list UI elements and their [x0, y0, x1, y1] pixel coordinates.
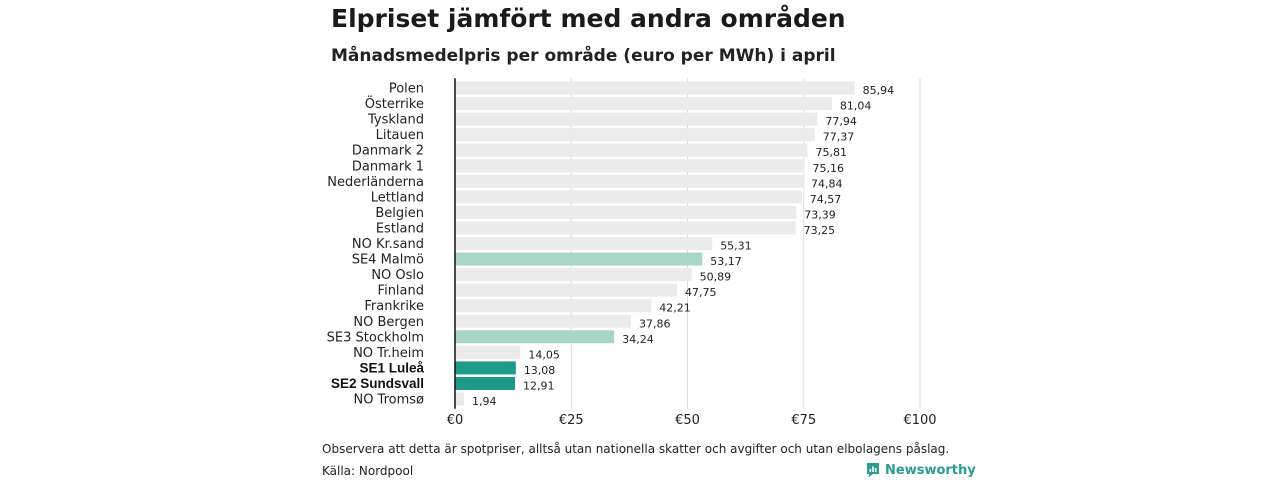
x-tick-label: €50 — [675, 413, 700, 428]
category-label: NO Tromsø — [353, 393, 424, 408]
footnote: Observera att detta är spotpriser, allts… — [322, 442, 950, 456]
bar — [455, 314, 632, 328]
value-label: 42,21 — [659, 302, 691, 315]
value-label: 37,86 — [639, 317, 671, 330]
chart-subtitle: Månadsmedelpris per område (euro per MWh… — [331, 46, 836, 66]
bar — [455, 252, 703, 266]
bar — [455, 174, 804, 188]
value-label: 73,39 — [804, 208, 836, 221]
bar — [455, 97, 832, 111]
bars — [455, 81, 855, 406]
category-label: SE2 Sundsvall — [331, 376, 424, 391]
category-label: Danmark 2 — [352, 144, 424, 159]
value-label: 34,24 — [622, 333, 654, 346]
category-label: Österrike — [365, 95, 424, 112]
bar — [455, 143, 808, 157]
value-label: 81,04 — [840, 100, 872, 113]
value-label: 77,37 — [823, 131, 855, 144]
value-labels: 85,94 81,04 77,94 77,37 75,81 75,16 74,84 74,57… — [472, 84, 894, 408]
category-label: NO Kr.sand — [352, 237, 424, 252]
value-label: 75,16 — [812, 162, 844, 175]
category-label: Estland — [376, 221, 424, 236]
logo-text: Newsworthy — [885, 462, 976, 478]
x-tick-label: €100 — [903, 413, 936, 428]
bar — [455, 361, 516, 375]
category-label: Polen — [389, 82, 424, 97]
bar — [455, 268, 692, 282]
bar — [455, 205, 797, 219]
newsworthy-logo: Newsworthy — [866, 461, 976, 479]
category-label: NO Oslo — [371, 268, 424, 283]
bar — [455, 299, 652, 313]
value-label: 50,89 — [700, 271, 732, 284]
value-label: 12,91 — [523, 379, 555, 392]
bar — [455, 330, 615, 344]
category-label: SE1 Luleå — [359, 360, 424, 375]
value-label: 85,94 — [863, 84, 895, 97]
chart-title: Elpriset jämfört med andra områden — [331, 4, 846, 33]
bar — [455, 237, 713, 250]
bar — [455, 345, 521, 359]
bar — [455, 221, 796, 235]
bar — [455, 392, 465, 406]
value-label: 75,81 — [816, 146, 848, 159]
bar — [455, 190, 802, 204]
category-label: Danmark 1 — [352, 159, 424, 174]
category-label: Lettland — [371, 190, 424, 205]
newsworthy-logo-icon — [867, 463, 879, 477]
category-label: Frankrike — [364, 299, 424, 314]
category-label: Belgien — [375, 206, 424, 221]
value-label: 55,31 — [720, 240, 752, 253]
value-label: 1,94 — [472, 395, 497, 408]
value-label: 73,25 — [804, 224, 836, 237]
bar — [455, 81, 855, 95]
value-label: 13,08 — [524, 364, 556, 377]
category-label: NO Bergen — [353, 315, 424, 330]
value-label: 74,84 — [811, 177, 843, 190]
value-label: 77,94 — [825, 115, 857, 128]
x-tick-label: €25 — [559, 413, 584, 428]
source-credit: Källa: Nordpool — [322, 464, 414, 478]
category-label: SE4 Malmö — [352, 253, 424, 268]
category-label: Tyskland — [367, 113, 424, 128]
bar — [455, 112, 818, 126]
category-label: Nederländerna — [327, 175, 424, 190]
bar — [455, 128, 815, 142]
x-tick-label: €0 — [447, 413, 464, 428]
category-label: Finland — [378, 284, 424, 299]
x-tick-label: €75 — [791, 413, 816, 428]
category-label: Litauen — [376, 128, 424, 143]
value-label: 74,57 — [810, 193, 842, 206]
bar — [455, 376, 516, 390]
value-label: 14,05 — [528, 348, 560, 361]
category-label: NO Tr.heim — [353, 346, 424, 361]
bar — [455, 159, 805, 173]
x-axis-ticks: €0 €25 €50 €75 €100 — [447, 413, 937, 428]
category-label: SE3 Stockholm — [327, 330, 424, 345]
bar — [455, 283, 678, 297]
value-label: 47,75 — [685, 286, 717, 299]
value-label: 53,17 — [710, 255, 742, 268]
